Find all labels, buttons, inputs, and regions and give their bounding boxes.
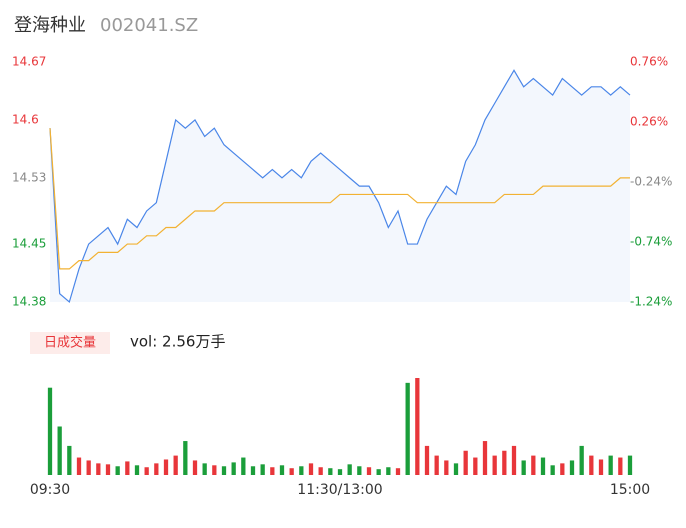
volume-bar [47, 387, 53, 475]
volume-bar [415, 378, 420, 475]
volume-bar [357, 466, 362, 475]
volume-bar [482, 441, 488, 475]
volume-bar [192, 460, 198, 475]
y2-tick-label: -1.24% [630, 295, 672, 309]
y-tick-label: 14.53 [12, 170, 46, 184]
volume-bar [76, 457, 82, 475]
y2-tick-label: 0.26% [630, 115, 668, 129]
volume-bar [424, 445, 430, 475]
volume-bar [618, 457, 623, 475]
x-tick-label: 09:30 [30, 482, 70, 498]
volume-bar [511, 445, 517, 475]
volume-bar [453, 463, 459, 475]
volume-bar [579, 445, 584, 475]
y-tick-label: 14.6 [12, 112, 39, 126]
volume-bar [241, 457, 246, 475]
volume-bar [328, 468, 333, 475]
y-tick-label: 14.45 [12, 237, 46, 251]
volume-bar [502, 450, 507, 475]
volume-bar [569, 460, 575, 475]
volume-bar [386, 467, 391, 475]
volume-bar [105, 464, 111, 475]
x-tick-label: 15:00 [610, 482, 650, 498]
volume-bar [366, 467, 372, 475]
volume-bar [337, 469, 343, 475]
volume-bar [598, 459, 604, 475]
volume-bar [221, 466, 227, 475]
volume-bar [125, 461, 130, 475]
volume-bar [405, 382, 410, 475]
y2-tick-label: 0.76% [630, 55, 668, 69]
volume-bar [115, 466, 120, 475]
volume-bar [463, 450, 468, 475]
volume-bar [270, 467, 275, 475]
volume-bar [134, 465, 140, 475]
volume-bar [627, 455, 633, 475]
volume-bar [444, 460, 449, 475]
y2-tick-label: -0.24% [630, 175, 672, 189]
volume-bar [173, 455, 178, 475]
y-tick-label: 14.38 [12, 295, 46, 309]
volume-bar [308, 463, 314, 475]
volume-bar [86, 460, 91, 475]
volume-bar [550, 465, 555, 475]
chart-subtitle: 002041.SZ [100, 15, 198, 36]
volume-bar [289, 468, 294, 475]
volume-bar [473, 457, 478, 475]
volume-bar [260, 464, 265, 475]
y-tick-label: 14.67 [12, 55, 46, 69]
volume-bar [299, 466, 304, 475]
volume-label: 日成交量 [44, 335, 96, 351]
volume-bar [608, 455, 613, 475]
volume-bar [212, 465, 217, 475]
volume-bar [589, 455, 594, 475]
volume-bar [163, 459, 169, 475]
volume-bar [202, 463, 207, 475]
volume-bar [376, 469, 381, 475]
volume-bar [183, 441, 188, 475]
volume-bar [540, 457, 546, 475]
y2-tick-label: -0.74% [630, 235, 672, 249]
volume-bar [231, 462, 236, 475]
volume-bar [434, 455, 439, 475]
volume-badge [30, 332, 110, 354]
volume-bar [347, 464, 352, 475]
volume-bar [154, 463, 159, 475]
volume-bar [318, 467, 323, 475]
volume-bar [560, 463, 565, 475]
x-tick-label: 11:30/13:00 [297, 482, 382, 498]
volume-bar [279, 465, 285, 475]
price-area [50, 70, 630, 302]
volume-bar [492, 455, 497, 475]
volume-bar [144, 467, 149, 475]
volume-bar [57, 426, 62, 475]
line-average [49, 128, 630, 270]
chart-title: 登海种业 [14, 15, 86, 36]
volume-bar [521, 460, 526, 475]
volume-bar [531, 455, 536, 475]
volume-bar [96, 463, 101, 475]
volume-text: vol: 2.56万手 [130, 333, 225, 351]
volume-bar [67, 445, 72, 475]
volume-bar [250, 466, 256, 475]
line-price [49, 69, 631, 304]
volume-bar [395, 468, 401, 475]
